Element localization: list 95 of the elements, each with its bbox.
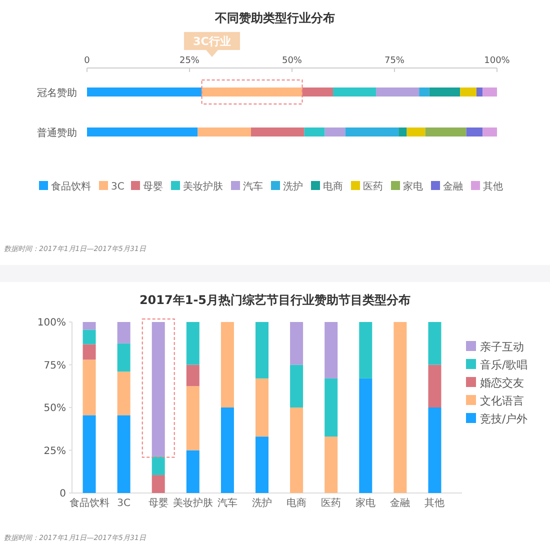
bar: [117, 322, 130, 344]
bar: [419, 88, 430, 96]
bar: [87, 128, 198, 136]
x-tick-label: 25%: [179, 56, 200, 66]
bar: [482, 128, 497, 136]
bar: [256, 436, 268, 493]
bar: [425, 128, 466, 136]
bar: [186, 450, 200, 493]
legend-label: 文化语言: [480, 394, 524, 408]
bar: [324, 322, 338, 378]
legend-label: 3C: [111, 182, 124, 192]
x-tick-label: 医药: [321, 497, 342, 509]
bar: [82, 344, 96, 360]
bar: [406, 128, 426, 136]
bar: [376, 88, 420, 96]
bar: [220, 322, 234, 408]
bar: [428, 364, 442, 408]
bar: [87, 88, 202, 96]
bar: [220, 408, 234, 493]
bar: [198, 128, 251, 136]
bar: [428, 322, 442, 365]
legend-label: 食品饮料: [51, 180, 91, 192]
bar: [324, 436, 338, 493]
x-tick-label: 母婴: [148, 497, 168, 509]
bar: [186, 322, 200, 365]
y-tick-label: 普通赞助: [37, 127, 77, 139]
legend-label: 洗护: [283, 180, 303, 192]
x-tick-label: 电商: [286, 497, 307, 509]
bar: [290, 322, 304, 365]
legend-label: 母婴: [143, 180, 163, 192]
x-tick-label: 洗护: [252, 497, 272, 509]
bar: [324, 378, 338, 437]
bar: [290, 408, 304, 493]
x-tick-label: 其他: [424, 497, 445, 509]
bar: [117, 343, 130, 372]
legend-label: 汽车: [243, 180, 263, 192]
y-tick-label: 50%: [44, 403, 66, 414]
bar: [152, 475, 165, 493]
bar: [345, 128, 399, 136]
chart-title: 2017年1-5月热门综艺节目行业赞助节目类型分布: [139, 293, 411, 307]
legend-label: 竞技/户外: [480, 412, 528, 426]
y-tick-label: 0: [60, 488, 66, 500]
x-tick-label: 0: [84, 56, 90, 66]
legend-label: 婚恋交友: [480, 376, 524, 390]
bar: [359, 378, 372, 493]
legend-label: 亲子互动: [480, 340, 524, 354]
bar: [256, 322, 268, 378]
bar: [482, 88, 497, 96]
bar: [460, 88, 476, 96]
legend-label: 美妆护肤: [183, 180, 223, 192]
x-tick-label: 食品饮料: [69, 497, 110, 509]
bar: [117, 372, 130, 416]
bar: [152, 322, 165, 456]
bar: [302, 88, 333, 96]
x-tick-label: 75%: [384, 56, 405, 66]
bar: [186, 386, 200, 450]
bar: [324, 128, 346, 136]
y-tick-label: 冠名赞助: [37, 87, 77, 99]
chart-title: 不同赞助类型行业分布: [214, 11, 335, 25]
bar: [428, 408, 442, 493]
y-tick-label: 100%: [37, 318, 66, 328]
bar: [117, 415, 130, 493]
bar: [359, 322, 372, 378]
x-tick-label: 3C: [117, 498, 130, 509]
bar: [476, 88, 483, 96]
bar: [186, 364, 200, 386]
bar: [82, 330, 96, 344]
legend-label: 医药: [363, 180, 383, 192]
y-tick-label: 25%: [44, 446, 66, 457]
legend-label: 金融: [443, 180, 463, 192]
text: 3C行业: [193, 35, 231, 48]
x-tick-label: 家电: [356, 497, 376, 509]
bar: [82, 415, 96, 493]
legend-label: 音乐/歌唱: [480, 358, 528, 372]
bar: [251, 128, 304, 136]
bar: [152, 456, 165, 476]
bar: [82, 360, 96, 416]
x-tick-label: 50%: [282, 56, 302, 66]
legend-label: 电商: [323, 180, 343, 192]
x-tick-label: 金融: [390, 497, 410, 509]
bar: [429, 88, 460, 96]
legend-label: 家电: [403, 180, 423, 192]
bar: [466, 128, 483, 136]
y-tick-label: 75%: [44, 360, 66, 372]
x-tick-label: 汽车: [217, 497, 238, 509]
x-tick-label: 100%: [484, 56, 510, 66]
bar: [256, 378, 268, 437]
bar: [394, 322, 407, 493]
bar: [304, 128, 325, 136]
bar: [333, 88, 376, 96]
bar: [82, 322, 96, 330]
bar: [290, 364, 304, 408]
bar: [398, 128, 407, 136]
x-tick-label: 美妆护肤: [172, 497, 213, 509]
legend-label: 其他: [483, 180, 503, 192]
